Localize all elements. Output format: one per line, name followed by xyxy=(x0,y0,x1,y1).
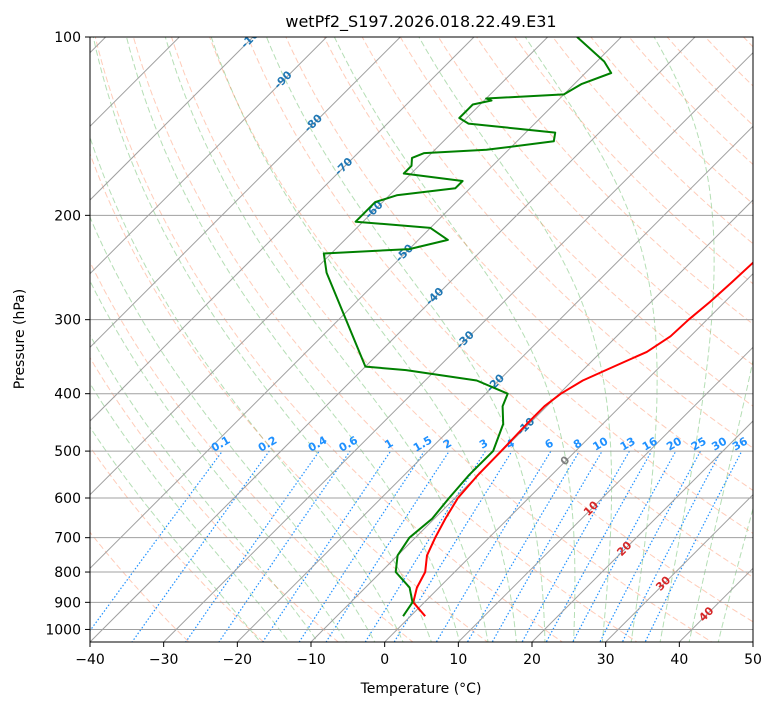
mixing-ratio-line xyxy=(435,450,552,642)
y-tick-label: 1000 xyxy=(45,622,81,638)
pressure-gridlines xyxy=(90,37,753,630)
y-tick-label: 600 xyxy=(54,491,81,507)
x-tick-label: 30 xyxy=(597,652,615,668)
y-tick-label: 300 xyxy=(54,313,81,329)
dry-adiabat xyxy=(590,37,753,205)
x-tick-label: −30 xyxy=(149,652,179,668)
isotherm-label: -60 xyxy=(362,198,385,221)
plot-frame xyxy=(89,36,754,643)
dry-adiabat xyxy=(132,37,638,642)
dry-adiabat xyxy=(399,37,753,407)
moist-adiabat xyxy=(418,37,613,642)
moist-adiabat xyxy=(717,506,753,642)
y-axis-ticks: 100 200 300 400 500 600 700 800 900 1000 xyxy=(45,30,90,638)
moist-adiabat xyxy=(90,426,261,642)
x-tick-label: 50 xyxy=(744,652,762,668)
dry-adiabat xyxy=(361,37,753,449)
isotherm-line xyxy=(90,37,254,201)
isotherm-label: 40 xyxy=(696,604,716,624)
isotherm-line xyxy=(457,346,753,642)
dry-adiabat xyxy=(323,37,753,491)
isotherm-line xyxy=(90,37,623,570)
isotherm-line xyxy=(383,272,753,642)
moist-adiabat xyxy=(90,382,290,642)
x-axis-label: Temperature (°C) xyxy=(360,681,482,697)
x-axis-ticks: −40 −30 −20 −10 0 10 20 30 40 50 xyxy=(75,642,762,668)
moist-adiabat xyxy=(210,37,518,642)
moist-adiabat xyxy=(653,37,715,642)
isotherm-line xyxy=(531,420,753,642)
x-tick-label: −10 xyxy=(296,652,326,668)
mixing-ratio-label: 6 xyxy=(543,436,556,451)
x-tick-label: −20 xyxy=(223,652,253,668)
moist-adiabat xyxy=(90,279,347,642)
mixing-ratio-line xyxy=(185,450,320,642)
mixing-ratio-line xyxy=(298,450,425,642)
x-tick-label: 0 xyxy=(380,652,389,668)
y-axis-label: Pressure (hPa) xyxy=(12,289,28,389)
dry-adiabat xyxy=(437,37,753,366)
isotherm-line xyxy=(678,567,753,642)
isotherm-line xyxy=(236,125,753,642)
isotherm-label: -40 xyxy=(423,285,446,308)
moist-adiabat xyxy=(164,37,489,642)
profile-lines xyxy=(322,37,753,617)
dry-adiabat xyxy=(552,37,753,245)
x-tick-label: 20 xyxy=(523,652,541,668)
mixing-ratio-line xyxy=(393,450,513,642)
plot-area: -100-90-80-70-60-50-40-30-20-10010203040… xyxy=(90,24,775,654)
dry-adiabat xyxy=(170,37,713,642)
isotherms xyxy=(90,37,753,642)
isotherm-line xyxy=(90,37,696,642)
isotherm-line xyxy=(162,51,753,642)
y-tick-label: 500 xyxy=(54,444,81,460)
dry-adiabat xyxy=(247,37,753,578)
dry-adiabat xyxy=(90,356,340,642)
x-tick-label: −40 xyxy=(75,652,105,668)
isotherm-line xyxy=(752,641,753,642)
mixing-ratio-label: 3 xyxy=(477,437,490,452)
mixing-ratio-line xyxy=(90,450,223,632)
x-tick-label: 40 xyxy=(670,652,688,668)
y-tick-label: 100 xyxy=(54,30,81,46)
isotherm-line xyxy=(90,37,181,128)
y-tick-label: 200 xyxy=(54,208,81,224)
isotherm-line xyxy=(90,37,475,422)
y-tick-label: 800 xyxy=(54,565,81,581)
dry-adiabat xyxy=(769,24,775,654)
y-tick-label: 900 xyxy=(54,595,81,611)
dewpoint-profile-line xyxy=(322,37,613,617)
mixing-ratio-line xyxy=(466,450,580,642)
y-tick-label: 700 xyxy=(54,531,81,547)
dry-adiabat xyxy=(704,37,753,87)
mixing-ratio-line xyxy=(545,450,653,642)
chart-title: wetPf2_S197.2026.018.22.49.E31 xyxy=(285,12,556,32)
isotherm-line xyxy=(90,37,549,496)
mixing-ratio-line xyxy=(644,450,743,642)
mixing-ratio-label: 2 xyxy=(441,437,454,452)
isotherm-line xyxy=(604,493,753,642)
isotherm-line xyxy=(90,37,328,275)
dry-adiabat xyxy=(90,446,265,642)
moist-adiabat xyxy=(688,358,753,642)
mixing-ratio-label: 1 xyxy=(382,437,395,452)
moist-adiabat xyxy=(126,37,461,642)
isotherm-line xyxy=(90,37,402,349)
dry-adiabat xyxy=(94,37,564,642)
y-tick-label: 400 xyxy=(54,387,81,403)
dry-adiabat xyxy=(476,37,753,325)
temperature-profile-line xyxy=(412,261,753,617)
moist-adiabat xyxy=(90,334,319,642)
dry-adiabat xyxy=(514,37,753,285)
x-tick-label: 10 xyxy=(449,652,467,668)
moist-adiabat xyxy=(92,37,432,642)
mixing-ratio-label: 4 xyxy=(504,436,517,451)
isotherm-line xyxy=(310,199,753,642)
dry-adiabat xyxy=(666,37,753,126)
dry-adiabat xyxy=(209,37,753,623)
dry-adiabat xyxy=(90,260,414,642)
